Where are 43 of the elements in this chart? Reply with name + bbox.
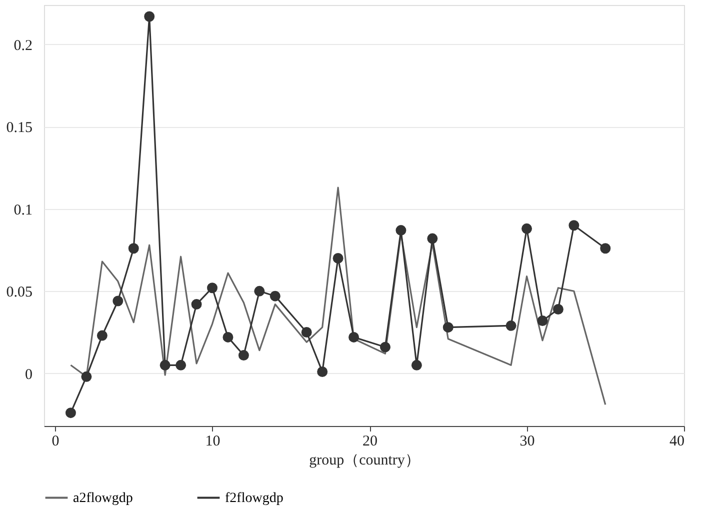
point xyxy=(112,296,124,306)
y-tick-label: 0.05 xyxy=(6,284,32,301)
x-tick-label: 0 xyxy=(52,434,60,450)
point xyxy=(332,253,344,264)
point xyxy=(506,320,516,331)
x-axis-title: group（country） xyxy=(309,452,420,468)
point xyxy=(522,223,532,234)
point xyxy=(254,286,265,296)
legend-label: f2flowgdp xyxy=(225,490,284,506)
point xyxy=(348,332,360,342)
y-tick-label: 0.2 xyxy=(14,38,32,54)
point xyxy=(301,327,312,338)
point xyxy=(411,360,422,370)
x-tick-label: 10 xyxy=(205,434,220,450)
point xyxy=(207,282,218,294)
legend-label: a2flowgdp xyxy=(73,490,133,506)
point xyxy=(176,360,186,370)
point xyxy=(222,332,234,342)
y-tick-label: 0.1 xyxy=(14,202,32,218)
point xyxy=(568,220,580,231)
point xyxy=(65,408,76,418)
point xyxy=(427,233,438,244)
point xyxy=(81,371,92,382)
point xyxy=(238,350,249,361)
point xyxy=(442,322,454,333)
point xyxy=(96,330,108,341)
point xyxy=(380,342,390,352)
point xyxy=(160,360,170,370)
y-tick-label: 0.15 xyxy=(6,120,32,136)
y-tick-label: 0 xyxy=(25,366,32,383)
point xyxy=(191,299,202,310)
point xyxy=(144,11,155,22)
x-tick-label: 20 xyxy=(362,434,378,450)
point xyxy=(552,304,564,314)
point xyxy=(270,290,280,302)
point xyxy=(600,243,611,254)
x-tick-label: 40 xyxy=(670,434,684,450)
point xyxy=(128,243,139,254)
point xyxy=(396,225,406,236)
line-series xyxy=(70,186,606,406)
point xyxy=(317,366,328,377)
point xyxy=(537,316,548,326)
x-tick-label: 30 xyxy=(520,434,535,450)
